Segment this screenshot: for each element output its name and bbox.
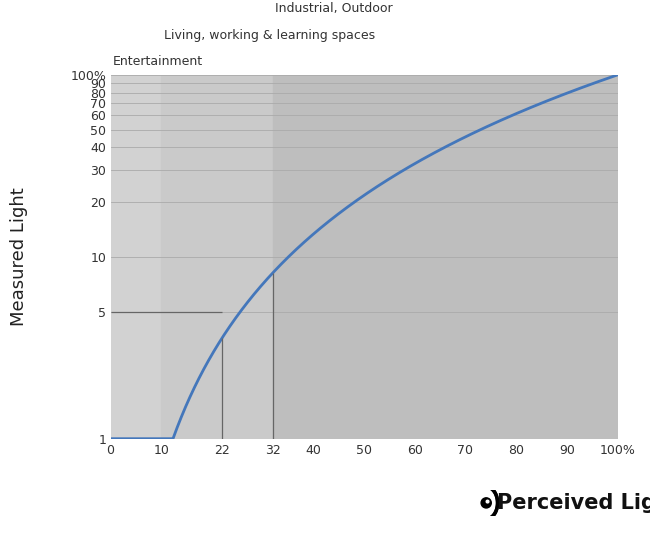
Text: Living, working & learning spaces: Living, working & learning spaces (164, 29, 375, 42)
Bar (273, 75, 618, 439)
Bar (161, 75, 618, 439)
Text: Measured Light: Measured Light (10, 187, 29, 326)
Circle shape (481, 498, 491, 508)
Circle shape (486, 500, 489, 503)
Text: Industrial, Outdoor: Industrial, Outdoor (276, 2, 393, 15)
Text: Entertainment: Entertainment (113, 55, 203, 67)
Text: Perceived Light: Perceived Light (497, 493, 650, 513)
